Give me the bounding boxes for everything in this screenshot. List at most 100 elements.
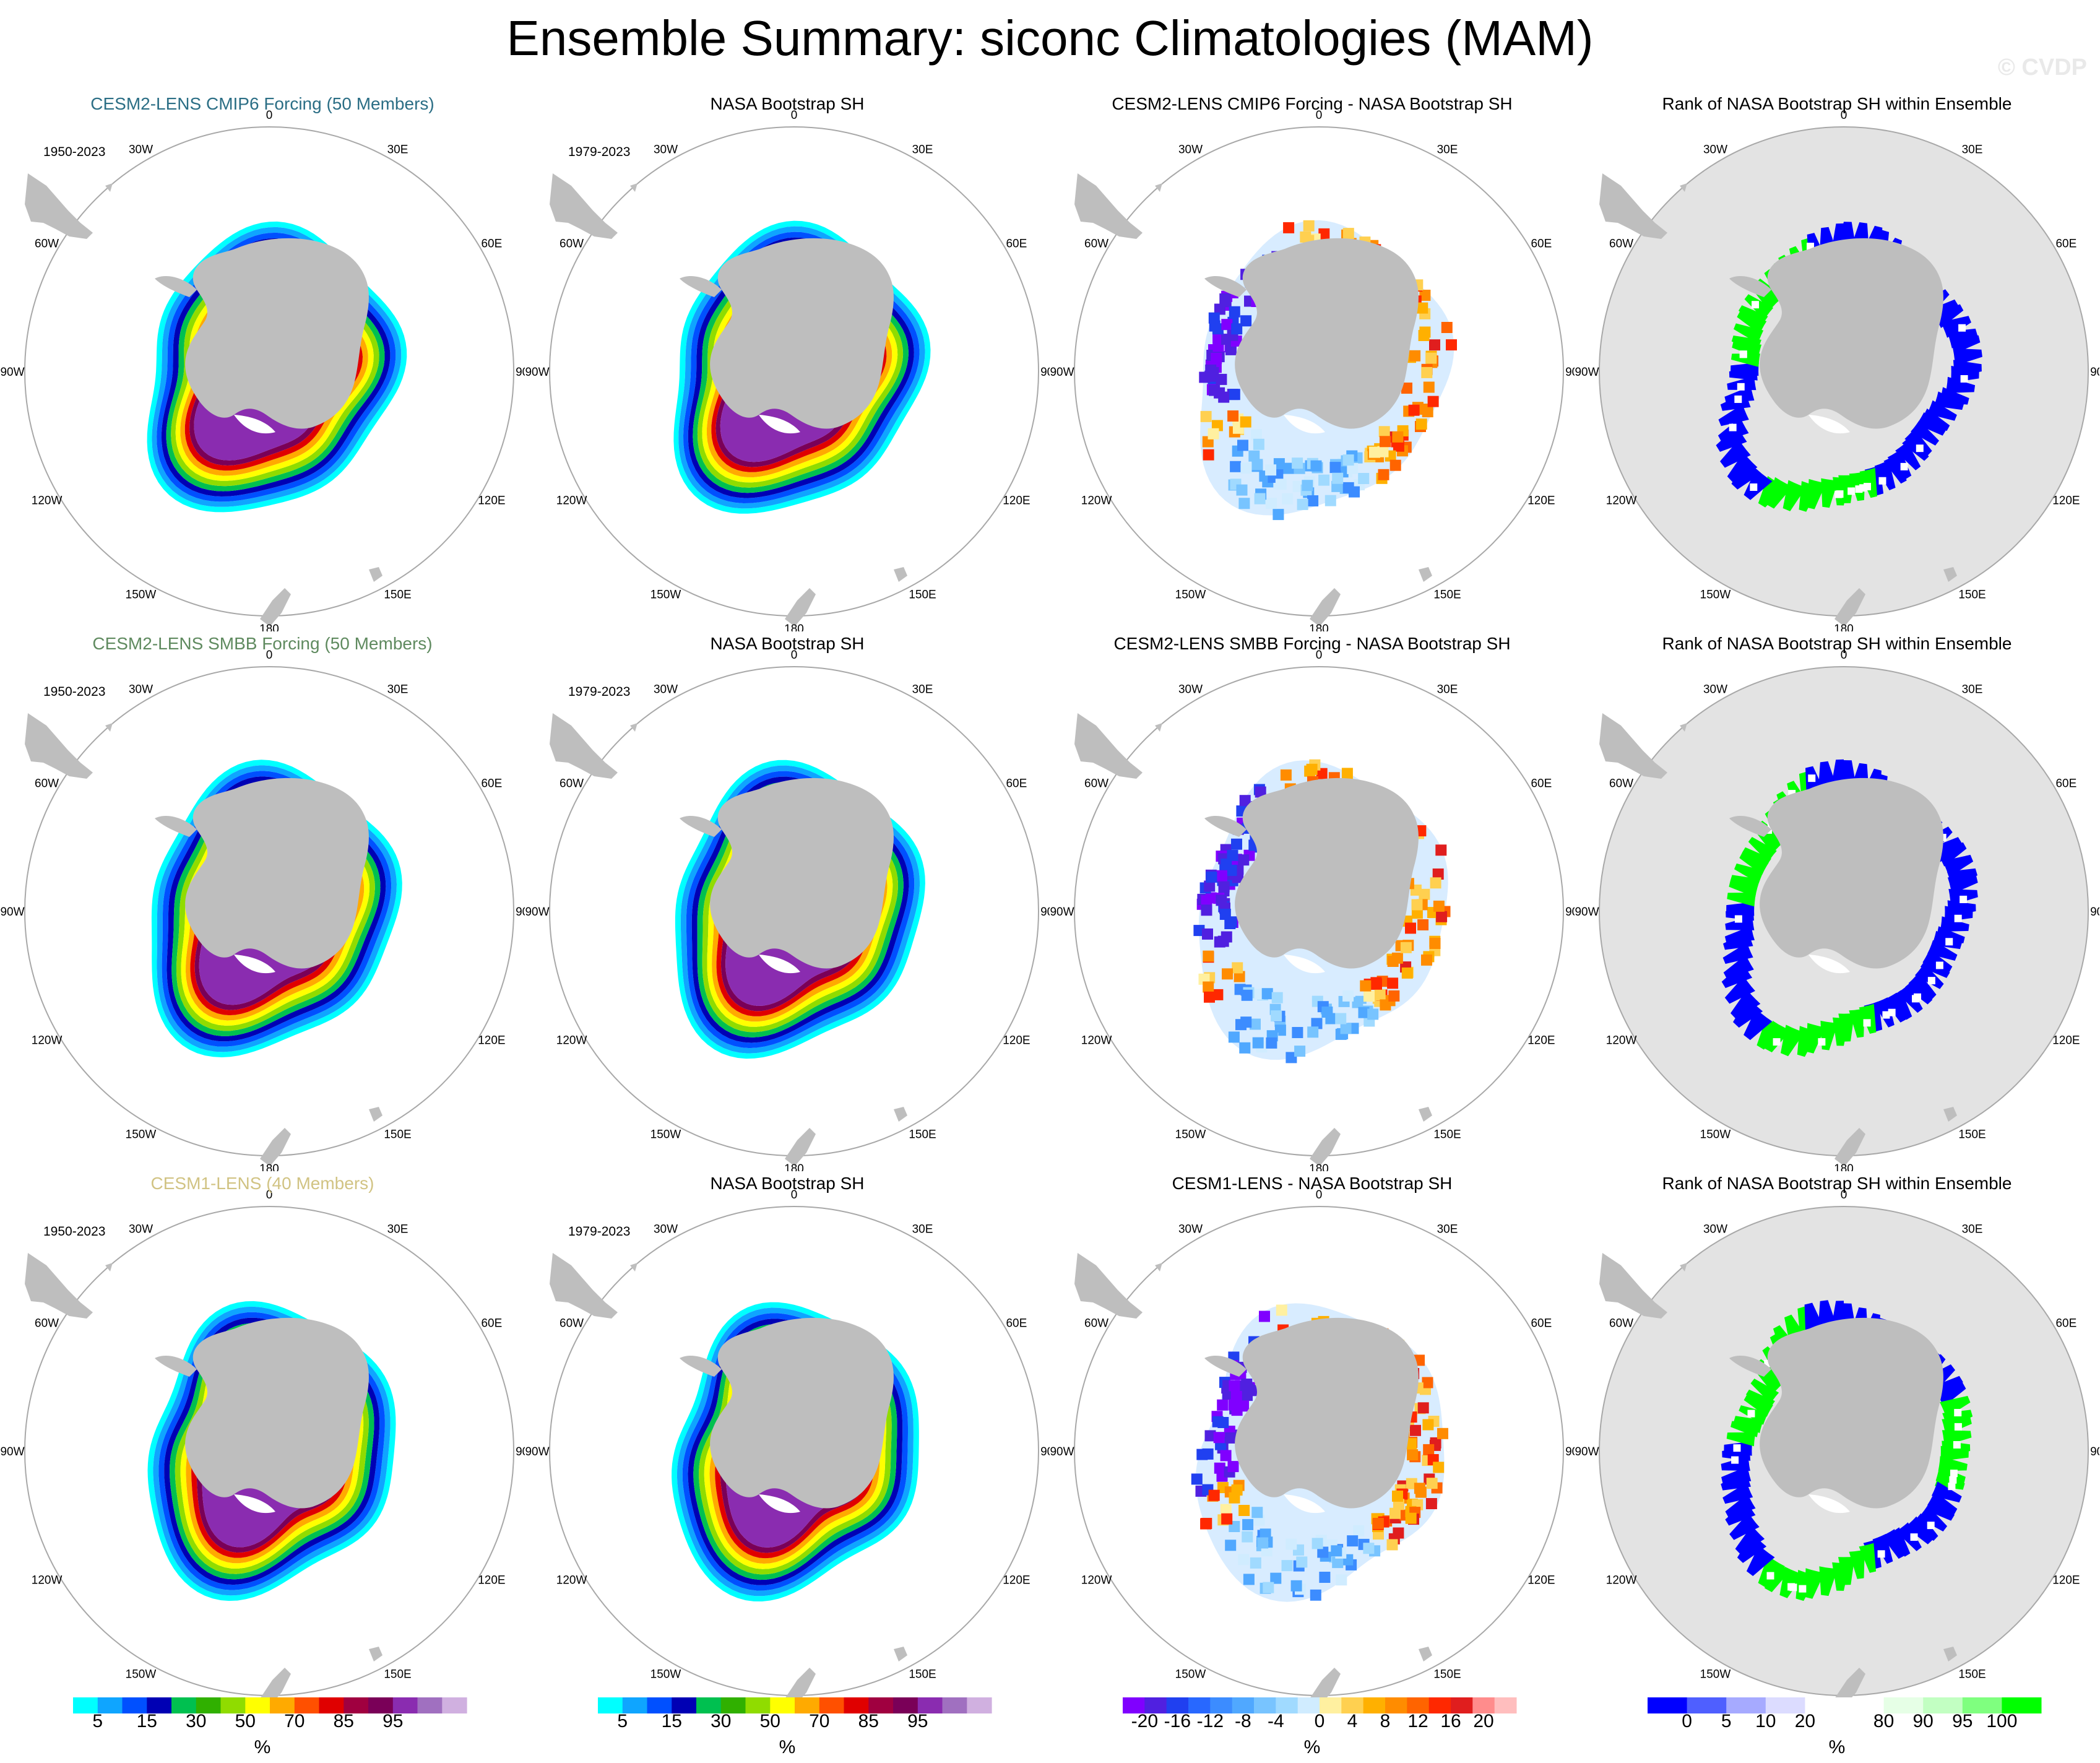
south-america-tip (550, 173, 618, 239)
difference-cell (1347, 462, 1359, 474)
difference-cell (1311, 1538, 1323, 1549)
difference-cell (1405, 922, 1416, 934)
map-panel: 0 30E 60E 90E 120E 150E 180 150W 120W 90W 60W 30W NA… (525, 93, 1050, 631)
difference-cell (1285, 1052, 1297, 1063)
rank-cell (1888, 1008, 1896, 1016)
south-america-tip (25, 713, 93, 779)
longitude-label: 60W (35, 1317, 59, 1330)
panel-title: Rank of NASA Bootstrap SH within Ensembl… (1662, 1174, 2012, 1193)
panel-title: NASA Bootstrap SH (710, 1174, 865, 1193)
rank-cell (1927, 977, 1935, 985)
rank-cell (1748, 1355, 1940, 1547)
polar-stereographic-map: 0 30E 60E 90E 120E 150E 180 150W 120W 90W 60W 30W (525, 109, 1050, 631)
difference-cell (1329, 462, 1341, 474)
colorbar-tick-label: 5 (1721, 1711, 1732, 1731)
longitude-label: 150W (1175, 1668, 1206, 1681)
colorbar-swatch (1210, 1697, 1233, 1713)
map-panel: 0 30E 60E 90E 120E 150E 180 150W 120W 90W 60W 30W Ra… (1575, 93, 2099, 631)
antarctic-peninsula (155, 1356, 197, 1377)
rank-cell (1863, 1019, 1871, 1027)
colorbar-tick-label: 70 (284, 1711, 305, 1731)
difference-cell (1208, 428, 1219, 440)
difference-cell (1405, 1512, 1417, 1524)
difference-cell (1335, 1013, 1347, 1024)
new-zealand (1834, 588, 1865, 626)
rank-cell (1737, 383, 1745, 391)
difference-cell (1433, 900, 1445, 912)
difference-cell (1203, 950, 1214, 962)
longitude-label: 60W (1084, 238, 1108, 251)
difference-cell (1417, 919, 1429, 930)
map-panel: 030E60E90E120E150E180150W120W90W60W30WCE… (1050, 1172, 1575, 1711)
falkland-islands (630, 723, 637, 732)
longitude-label: 60W (1084, 778, 1108, 791)
falkland-islands (1680, 1263, 1687, 1271)
longitude-label: 0 (1316, 109, 1323, 122)
longitude-label: 30E (1962, 1223, 1983, 1236)
longitude-label: 60E (2055, 778, 2076, 791)
difference-cell (1206, 871, 1217, 883)
difference-cell (1225, 1432, 1237, 1444)
difference-cell (1252, 1037, 1264, 1049)
colorbar-unit: % (779, 1737, 796, 1757)
colorbar-tick-label: 15 (661, 1711, 682, 1731)
difference-cell (1242, 1518, 1254, 1530)
difference-cell (1401, 383, 1412, 394)
colorbar-swatch (1276, 1697, 1298, 1713)
colorbar-swatch (770, 1697, 795, 1713)
difference-cell (1251, 429, 1262, 441)
rank-cell (1799, 1585, 1807, 1593)
difference-cell (1421, 954, 1432, 966)
longitude-label: 60E (1531, 778, 1552, 791)
colorbar-swatch (1254, 1697, 1276, 1713)
rank-cell (1750, 483, 1758, 491)
longitude-label: 90W (525, 1445, 549, 1458)
rank-cell (1960, 895, 1968, 903)
difference-cell (1271, 992, 1283, 1003)
rank-cell (1731, 1456, 1739, 1464)
longitude-label: 150W (1175, 588, 1206, 601)
polar-stereographic-map: 0 30E 60E 90E 120E 150E 180 150W 120W 90W 60W 30W (1050, 109, 1575, 631)
period-label: 1979-2023 (568, 1224, 631, 1239)
antarctic-peninsula (1729, 816, 1771, 837)
rank-cell (1958, 324, 1966, 332)
colorbar-swatch (171, 1697, 197, 1713)
difference-cell (1367, 1008, 1379, 1020)
difference-cell (1203, 449, 1214, 461)
difference-cell (1225, 916, 1237, 928)
difference-cell (1358, 473, 1370, 484)
longitude-label: 60W (1609, 778, 1633, 791)
longitude-label: 150E (384, 1128, 411, 1141)
longitude-label: 120W (1081, 1034, 1112, 1047)
longitude-label: 0 (1316, 649, 1323, 662)
colorbar-swatch (917, 1697, 943, 1713)
south-america-tip (1074, 173, 1143, 239)
longitude-label: 30E (912, 683, 933, 696)
longitude-label: 90W (1050, 906, 1074, 919)
longitude-label: 120W (32, 1034, 63, 1047)
cvdp-watermark: © CVDP (1997, 54, 2087, 80)
panel-title: CESM1-LENS - NASA Bootstrap SH (1172, 1174, 1453, 1193)
difference-cell (1325, 1013, 1337, 1024)
tasmania (1943, 567, 1957, 582)
longitude-label: 90E (1040, 906, 1050, 919)
difference-cell (1380, 436, 1391, 448)
rank-cell (1910, 1533, 1918, 1541)
longitude-label: 60E (1531, 1317, 1552, 1330)
colorbar: -20 -16 -12 -8 -4 0 4 8 12 16 20% (1050, 1692, 1575, 1763)
longitude-label: 90W (1575, 906, 1599, 919)
longitude-label: 30W (129, 1223, 153, 1236)
colorbar-swatch (1166, 1697, 1189, 1713)
colorbar-swatch (319, 1697, 344, 1713)
difference-cell (1217, 1399, 1229, 1411)
longitude-label: 30E (1437, 1223, 1458, 1236)
difference-cell (1407, 1449, 1419, 1461)
longitude-label: 0 (266, 649, 273, 662)
colorbar-swatch (97, 1697, 123, 1713)
difference-cell (1332, 1557, 1344, 1569)
colorbar-swatch (1320, 1697, 1342, 1713)
south-america-tip (25, 173, 93, 239)
rank-cell (1773, 1038, 1781, 1046)
difference-cell (1240, 462, 1252, 474)
longitude-label: 60E (481, 1317, 502, 1330)
